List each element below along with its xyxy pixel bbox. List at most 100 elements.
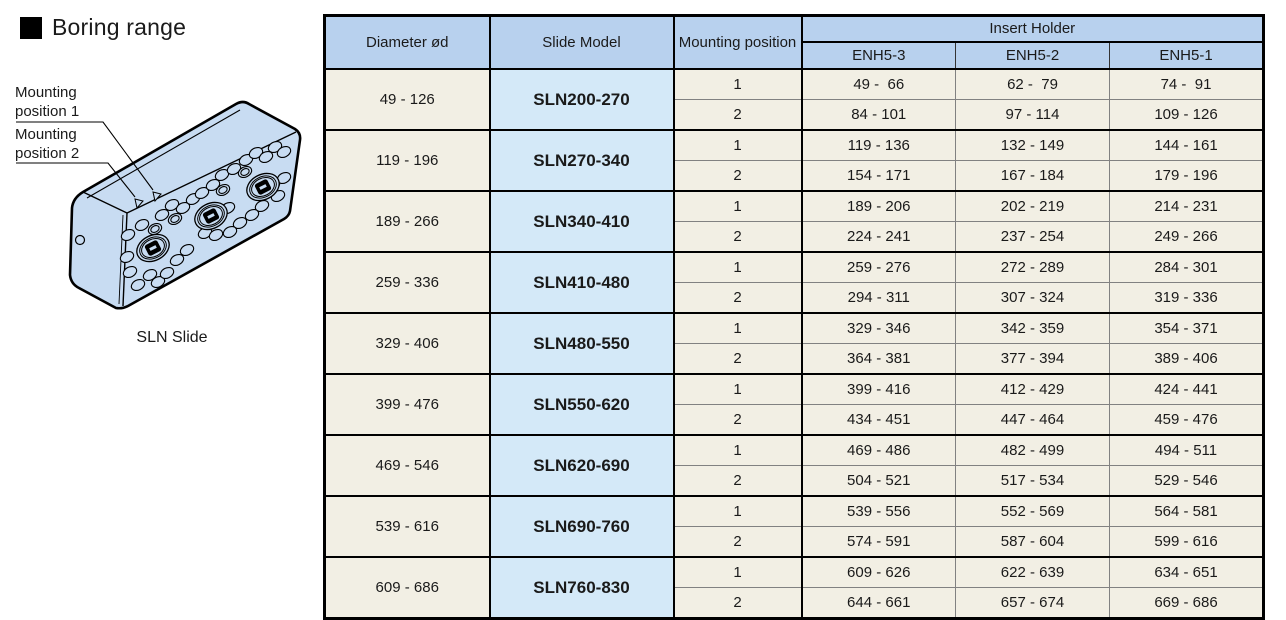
insert-range-cell: 634 - 651 bbox=[1108, 556, 1264, 588]
col-header-enh5-1: ENH5-1 bbox=[1108, 41, 1265, 70]
slide-model-cell: SLN550-620 bbox=[489, 373, 675, 435]
table-body: 49 - 126 SLN200-270 1 49 - 66 62 - 79 74 - 91… bbox=[324, 68, 1264, 619]
insert-range-cell: 249 - 266 bbox=[1108, 221, 1264, 252]
mounting-position-cell: 2 bbox=[673, 221, 803, 252]
mounting-position-cell: 1 bbox=[673, 434, 803, 466]
insert-range-cell: 109 - 126 bbox=[1108, 99, 1264, 130]
table-row: 189 - 266 SLN340-410 1 189 - 206 202 - 219 21… bbox=[324, 190, 1264, 252]
insert-range-cell: 657 - 674 bbox=[955, 587, 1110, 619]
table-header: Diameter ød Slide Model Mounting positio… bbox=[323, 14, 1265, 70]
insert-range-cell: 97 - 114 bbox=[955, 99, 1110, 130]
col-header-mounting-position: Mounting position bbox=[672, 14, 803, 70]
table-row: 2 434 - 451 447 - 464 459 - 476 bbox=[325, 404, 1264, 435]
diameter-cell: 259 - 336 bbox=[324, 251, 491, 313]
insert-range-cell: 49 - 66 bbox=[801, 68, 956, 100]
insert-range-cell: 284 - 301 bbox=[1108, 251, 1264, 283]
insert-range-cell: 609 - 626 bbox=[801, 556, 956, 588]
insert-range-cell: 517 - 534 bbox=[955, 465, 1110, 496]
diameter-cell: 399 - 476 bbox=[324, 373, 491, 435]
mounting-position-cell: 2 bbox=[673, 282, 803, 313]
diameter-cell: 539 - 616 bbox=[324, 495, 491, 557]
insert-range-cell: 447 - 464 bbox=[955, 404, 1110, 435]
insert-range-cell: 259 - 276 bbox=[801, 251, 956, 283]
insert-range-cell: 84 - 101 bbox=[801, 99, 956, 130]
marker-position-2 bbox=[134, 198, 144, 210]
side-hole bbox=[74, 234, 86, 246]
insert-range-cell: 294 - 311 bbox=[801, 282, 956, 313]
insert-range-cell: 669 - 686 bbox=[1108, 587, 1264, 619]
table-row: 2 154 - 171 167 - 184 179 - 196 bbox=[325, 160, 1264, 191]
table-row: 329 - 406 SLN480-550 1 329 - 346 342 - 359 35… bbox=[324, 312, 1264, 374]
slide-model-cell: SLN270-340 bbox=[489, 129, 675, 191]
insert-range-cell: 364 - 381 bbox=[801, 343, 956, 374]
diameter-cell: 189 - 266 bbox=[324, 190, 491, 252]
illustration-caption: SLN Slide bbox=[136, 329, 208, 346]
insert-range-cell: 132 - 149 bbox=[955, 129, 1110, 161]
insert-range-cell: 167 - 184 bbox=[955, 160, 1110, 191]
insert-range-cell: 224 - 241 bbox=[801, 221, 956, 252]
mounting-position-2-label: Mounting position 2 bbox=[15, 126, 80, 162]
slide-model-cell: SLN690-760 bbox=[489, 495, 675, 557]
diameter-cell: 119 - 196 bbox=[324, 129, 491, 191]
table-row: 259 - 336 SLN410-480 1 259 - 276 272 - 289 28… bbox=[324, 251, 1264, 313]
mounting-position-cell: 2 bbox=[673, 404, 803, 435]
insert-range-cell: 307 - 324 bbox=[955, 282, 1110, 313]
table-row: 2 504 - 521 517 - 534 529 - 546 bbox=[325, 465, 1264, 496]
mounting-position-cell: 1 bbox=[673, 373, 803, 405]
col-header-enh5-2: ENH5-2 bbox=[955, 41, 1110, 70]
sln-slide-illustration bbox=[16, 100, 302, 310]
slide-model-cell: SLN760-830 bbox=[489, 556, 675, 619]
page-title-label: Boring range bbox=[52, 14, 187, 40]
slide-model-cell: SLN410-480 bbox=[489, 251, 675, 313]
section-marker-square bbox=[20, 16, 42, 39]
insert-range-cell: 599 - 616 bbox=[1108, 526, 1264, 557]
table-row: 2 364 - 381 377 - 394 389 - 406 bbox=[325, 343, 1264, 374]
insert-range-cell: 74 - 91 bbox=[1108, 68, 1264, 100]
mounting-position-1-label: Mounting position 1 bbox=[15, 84, 80, 120]
diameter-cell: 609 - 686 bbox=[324, 556, 491, 619]
insert-range-cell: 434 - 451 bbox=[801, 404, 956, 435]
mounting-position-cell: 1 bbox=[673, 251, 803, 283]
table-row: 49 - 126 SLN200-270 1 49 - 66 62 - 79 74 - 91 bbox=[324, 68, 1264, 130]
mounting-position-cell: 1 bbox=[673, 495, 803, 527]
insert-range-cell: 622 - 639 bbox=[955, 556, 1110, 588]
mounting-position-cell: 1 bbox=[673, 312, 803, 344]
mounting-position-markers bbox=[134, 191, 162, 210]
insert-range-cell: 587 - 604 bbox=[955, 526, 1110, 557]
col-header-diameter: Diameter ød bbox=[323, 14, 491, 70]
col-header-insert-holder: Insert Holder bbox=[800, 14, 1265, 43]
slide-model-cell: SLN340-410 bbox=[489, 190, 675, 252]
insert-range-cell: 539 - 556 bbox=[801, 495, 956, 527]
col-header-enh5-3: ENH5-3 bbox=[801, 41, 956, 70]
insert-range-cell: 354 - 371 bbox=[1108, 312, 1264, 344]
insert-range-cell: 119 - 136 bbox=[801, 129, 956, 161]
insert-range-cell: 272 - 289 bbox=[955, 251, 1110, 283]
insert-range-cell: 529 - 546 bbox=[1108, 465, 1264, 496]
mounting-position-cell: 2 bbox=[673, 343, 803, 374]
table-row: 2 224 - 241 237 - 254 249 - 266 bbox=[325, 221, 1264, 252]
page-title: Boring range bbox=[20, 14, 186, 41]
insert-range-cell: 399 - 416 bbox=[801, 373, 956, 405]
insert-range-cell: 342 - 359 bbox=[955, 312, 1110, 344]
table-row: 2 574 - 591 587 - 604 599 - 616 bbox=[325, 526, 1264, 557]
insert-range-cell: 144 - 161 bbox=[1108, 129, 1264, 161]
large-bore-2 bbox=[194, 201, 228, 231]
diameter-cell: 49 - 126 bbox=[324, 68, 491, 130]
mounting-position-cell: 2 bbox=[673, 99, 803, 130]
insert-range-cell: 389 - 406 bbox=[1108, 343, 1264, 374]
insert-range-cell: 329 - 346 bbox=[801, 312, 956, 344]
mounting-position-cell: 2 bbox=[673, 587, 803, 619]
insert-range-cell: 319 - 336 bbox=[1108, 282, 1264, 313]
large-bore-1 bbox=[136, 233, 170, 263]
slide-model-cell: SLN620-690 bbox=[489, 434, 675, 496]
insert-range-cell: 424 - 441 bbox=[1108, 373, 1264, 405]
slide-model-cell: SLN200-270 bbox=[489, 68, 675, 130]
slide-model-cell: SLN480-550 bbox=[489, 312, 675, 374]
insert-range-cell: 377 - 394 bbox=[955, 343, 1110, 374]
table-row: 539 - 616 SLN690-760 1 539 - 556 552 - 569 56… bbox=[324, 495, 1264, 557]
large-bore-3 bbox=[246, 172, 280, 202]
table-row: 399 - 476 SLN550-620 1 399 - 416 412 - 429 42… bbox=[324, 373, 1264, 435]
insert-range-cell: 62 - 79 bbox=[955, 68, 1110, 100]
insert-range-cell: 552 - 569 bbox=[955, 495, 1110, 527]
